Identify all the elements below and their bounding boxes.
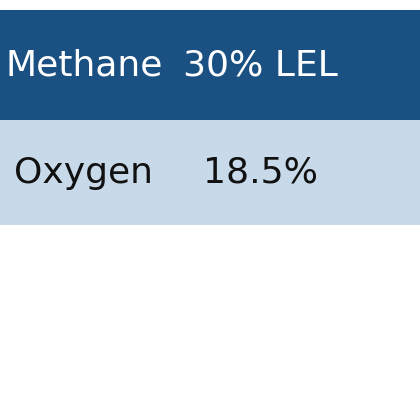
Text: Oxygen: Oxygen [15,155,153,189]
Text: Methane: Methane [5,48,163,82]
Text: 18.5%: 18.5% [203,155,318,189]
Bar [0,120,420,225]
Text: 30% LEL: 30% LEL [183,48,338,82]
Bar [0,10,420,120]
